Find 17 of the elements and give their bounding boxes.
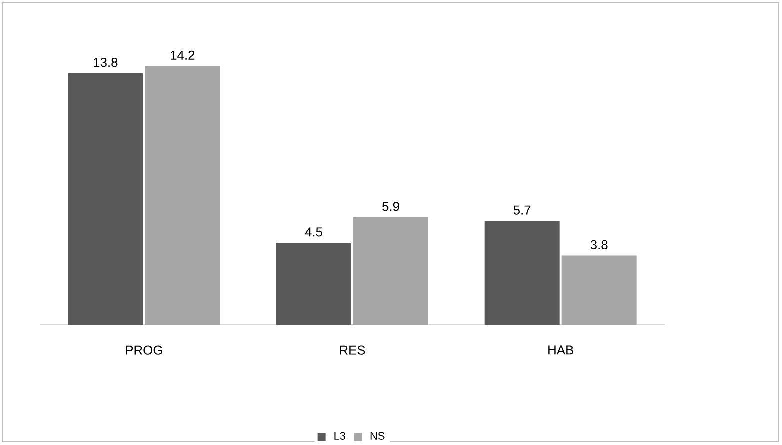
bar <box>562 256 637 325</box>
bar <box>276 242 352 325</box>
bar <box>354 217 429 325</box>
data-label: 5.9 <box>382 202 400 212</box>
x-tick-label: RES <box>340 346 366 355</box>
bar <box>484 221 560 325</box>
data-label: 5.7 <box>514 206 531 215</box>
data-label: 4.5 <box>305 228 322 237</box>
data-label: 3.8 <box>590 240 608 250</box>
bar <box>68 73 144 325</box>
legend-label: L3 <box>334 432 346 440</box>
legend-label: NS <box>370 432 385 440</box>
bar <box>145 66 220 325</box>
data-label: 13.8 <box>94 58 118 68</box>
x-tick-label: PROG <box>126 346 162 355</box>
x-tick-label: HAB <box>548 346 574 355</box>
data-label: 14.2 <box>171 50 195 60</box>
